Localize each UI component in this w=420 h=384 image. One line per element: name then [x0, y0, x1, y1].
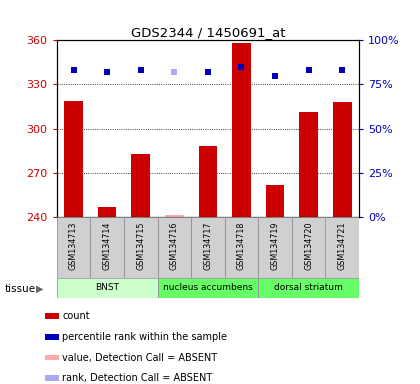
Text: GSM134720: GSM134720 [304, 222, 313, 270]
Bar [158, 217, 191, 278]
Text: rank, Detection Call = ABSENT: rank, Detection Call = ABSENT [62, 373, 213, 383]
Text: ▶: ▶ [36, 284, 43, 294]
Bar [232, 43, 251, 217]
Bar [64, 101, 83, 217]
Bar [165, 215, 184, 217]
Bar [57, 217, 90, 278]
Bar [45, 355, 60, 361]
Bar [292, 217, 326, 278]
Bar [90, 217, 124, 278]
Text: value, Detection Call = ABSENT: value, Detection Call = ABSENT [62, 353, 217, 362]
Bar [124, 217, 158, 278]
Bar [199, 146, 217, 217]
Bar [333, 102, 352, 217]
Bar [191, 217, 225, 278]
Text: nucleus accumbens: nucleus accumbens [163, 283, 253, 293]
Bar [258, 217, 292, 278]
Text: GSM134717: GSM134717 [203, 222, 213, 270]
Text: GSM134716: GSM134716 [170, 222, 179, 270]
Bar [57, 278, 158, 298]
Bar [266, 185, 284, 217]
Text: percentile rank within the sample: percentile rank within the sample [62, 332, 227, 342]
Text: GSM134714: GSM134714 [102, 222, 112, 270]
Bar [131, 154, 150, 217]
Text: GSM134719: GSM134719 [270, 222, 280, 270]
Text: GSM134713: GSM134713 [69, 222, 78, 270]
Text: tissue: tissue [4, 284, 35, 294]
Bar [45, 375, 60, 381]
Bar [45, 334, 60, 340]
Text: GSM134721: GSM134721 [338, 222, 347, 270]
Title: GDS2344 / 1450691_at: GDS2344 / 1450691_at [131, 26, 285, 39]
Text: dorsal striatum: dorsal striatum [274, 283, 343, 293]
Bar [299, 113, 318, 217]
Text: GSM134718: GSM134718 [237, 222, 246, 270]
Text: count: count [62, 311, 90, 321]
Bar [158, 278, 258, 298]
Text: GSM134715: GSM134715 [136, 222, 145, 270]
Text: BNST: BNST [95, 283, 119, 293]
Bar [98, 207, 116, 217]
Bar [258, 278, 359, 298]
Bar [326, 217, 359, 278]
Bar [225, 217, 258, 278]
Bar [45, 313, 60, 319]
